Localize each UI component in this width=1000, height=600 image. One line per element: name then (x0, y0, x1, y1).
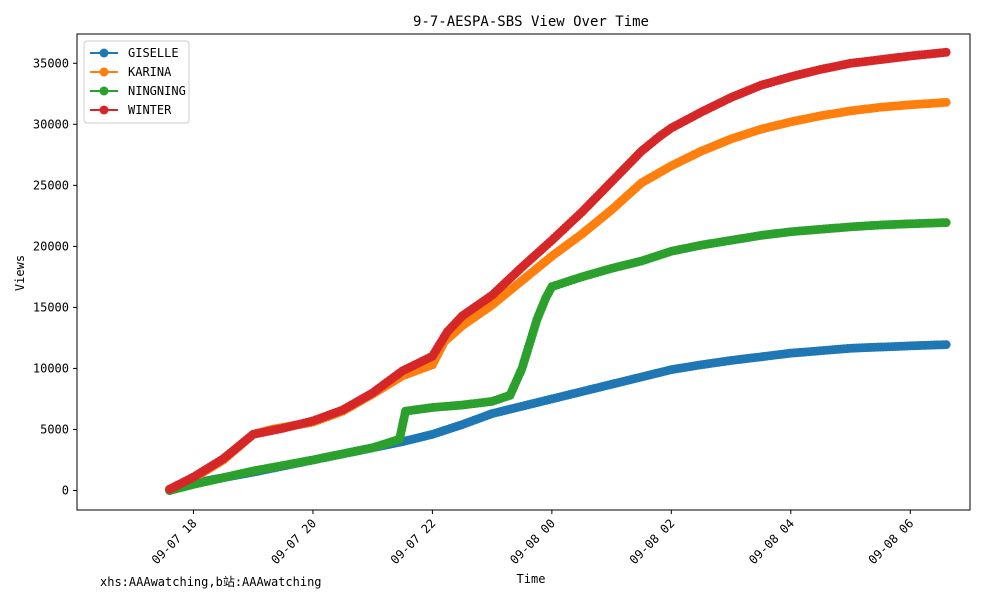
data-point (941, 47, 951, 57)
data-point (941, 97, 951, 107)
data-point (941, 218, 951, 228)
legend-swatch-marker (99, 86, 109, 96)
x-tick-label: 09-08 04 (746, 516, 797, 567)
y-tick-label: 20000 (33, 239, 69, 253)
x-tick-label: 09-07 20 (268, 516, 319, 567)
legend-label-karina: KARINA (128, 65, 172, 79)
legend-swatch-marker (99, 105, 109, 115)
series-layer (165, 47, 951, 495)
x-tick-label: 09-08 00 (507, 516, 558, 567)
y-tick-label: 35000 (33, 56, 69, 70)
y-tick-label: 25000 (33, 178, 69, 192)
y-tick-label: 10000 (33, 361, 69, 375)
legend: GISELLE KARINA NINGNING WINTER (83, 40, 190, 124)
y-tick-label: 15000 (33, 300, 69, 314)
y-tick-label: 5000 (40, 422, 69, 436)
y-axis-label: Views (13, 255, 27, 291)
legend-label-winter: WINTER (128, 103, 172, 117)
x-tick-label: 09-08 06 (866, 516, 917, 567)
y-tick-label: 30000 (33, 117, 69, 131)
y-tick-label: 0 (62, 483, 69, 497)
legend-label-giselle: GISELLE (128, 46, 179, 60)
x-tick-label: 09-07 18 (149, 516, 200, 567)
y-axis: 0 5000 10000 15000 20000 25000 30000 35000 (33, 56, 77, 497)
watermark-note: xhs:AAAwatching,b站:AAAwatching (100, 575, 322, 589)
series-ningning (165, 218, 951, 495)
x-axis: 09-07 18 09-07 20 09-07 22 09-08 00 09-08 02… (149, 510, 917, 567)
series-winter (165, 47, 951, 494)
plot-area (76, 33, 971, 511)
legend-swatch-marker (99, 67, 109, 77)
x-tick-label: 09-08 02 (627, 516, 678, 567)
chart-title: 9-7-AESPA-SBS View Over Time (413, 14, 649, 30)
legend-box (83, 40, 190, 124)
x-tick-label: 09-07 22 (388, 516, 439, 567)
legend-swatch-marker (99, 48, 109, 58)
legend-label-ningning: NINGNING (128, 84, 186, 98)
data-point (941, 340, 951, 350)
x-axis-label: Time (517, 572, 546, 586)
